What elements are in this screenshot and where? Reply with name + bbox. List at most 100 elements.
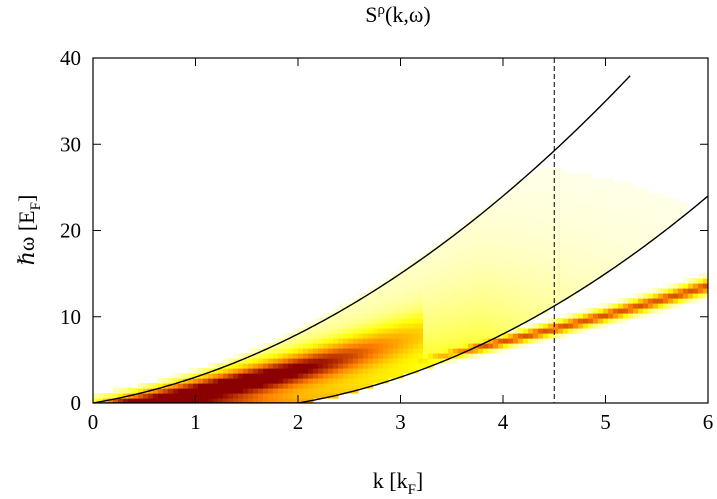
heatmap-cell bbox=[223, 388, 229, 394]
heatmap-cell bbox=[478, 293, 484, 299]
heatmap-cell bbox=[663, 283, 669, 289]
heatmap-cell bbox=[538, 168, 544, 174]
heatmap-cell bbox=[583, 248, 589, 254]
heatmap-cell bbox=[368, 358, 374, 364]
heatmap-cell bbox=[613, 303, 619, 309]
heatmap-cell bbox=[408, 348, 414, 354]
heatmap-cell bbox=[483, 333, 489, 339]
heatmap-cell bbox=[373, 343, 379, 349]
heatmap-cell bbox=[398, 313, 404, 319]
heatmap-cell bbox=[508, 283, 514, 289]
heatmap-cell bbox=[408, 313, 414, 319]
heatmap-cell bbox=[318, 393, 324, 399]
heatmap-cell bbox=[403, 348, 409, 354]
heatmap-cell bbox=[248, 383, 254, 389]
heatmap-cell bbox=[383, 283, 389, 289]
heatmap-cell bbox=[568, 263, 574, 269]
heatmap-cell bbox=[598, 263, 604, 269]
heatmap-cell bbox=[298, 353, 304, 359]
heatmap-cell bbox=[458, 343, 464, 349]
heatmap-cell bbox=[563, 333, 569, 339]
heatmap-cell bbox=[288, 338, 294, 344]
heatmap-cell bbox=[548, 298, 554, 304]
heatmap-cell bbox=[323, 393, 329, 399]
heatmap-cell bbox=[583, 218, 589, 224]
heatmap-cell bbox=[303, 368, 309, 374]
heatmap-cell bbox=[673, 203, 679, 209]
heatmap-cell bbox=[408, 363, 414, 369]
heatmap-cell bbox=[598, 318, 604, 324]
heatmap-cell bbox=[528, 323, 534, 329]
heatmap-cell bbox=[593, 313, 599, 319]
heatmap-cell bbox=[533, 178, 539, 184]
heatmap-cell bbox=[453, 243, 459, 249]
heatmap-cell bbox=[213, 363, 219, 369]
heatmap-cell bbox=[593, 208, 599, 214]
heatmap-cell bbox=[608, 208, 614, 214]
heatmap-cell bbox=[513, 273, 519, 279]
heatmap-cell bbox=[538, 328, 544, 334]
heatmap-cell bbox=[668, 218, 674, 224]
heatmap-cell bbox=[508, 333, 514, 339]
heatmap-cell bbox=[558, 283, 564, 289]
heatmap-cell bbox=[473, 218, 479, 224]
heatmap-cell bbox=[558, 198, 564, 204]
heatmap-cell bbox=[543, 318, 549, 324]
heatmap-cell bbox=[548, 173, 554, 179]
heatmap-cell bbox=[293, 388, 299, 394]
heatmap-cell bbox=[353, 358, 359, 364]
heatmap-cell bbox=[228, 373, 234, 379]
heatmap-cell bbox=[268, 388, 274, 394]
heatmap-cell bbox=[563, 178, 569, 184]
heatmap-cell bbox=[613, 238, 619, 244]
heatmap-cell bbox=[308, 328, 314, 334]
heatmap-cell bbox=[523, 248, 529, 254]
heatmap-cell bbox=[293, 328, 299, 334]
heatmap-cell bbox=[518, 338, 524, 344]
heatmap-cell bbox=[523, 343, 529, 349]
heatmap-cell bbox=[373, 363, 379, 369]
heatmap-cell bbox=[563, 318, 569, 324]
heatmap-cell bbox=[273, 363, 279, 369]
heatmap bbox=[93, 168, 708, 403]
heatmap-cell bbox=[533, 218, 539, 224]
heatmap-cell bbox=[518, 293, 524, 299]
heatmap-cell bbox=[423, 318, 429, 324]
heatmap-cell bbox=[288, 348, 294, 354]
heatmap-cell bbox=[623, 208, 629, 214]
heatmap-cell bbox=[518, 203, 524, 209]
heatmap-cell bbox=[533, 223, 539, 229]
heatmap-cell bbox=[303, 333, 309, 339]
heatmap-cell bbox=[623, 183, 629, 189]
heatmap-cell bbox=[678, 283, 684, 289]
heatmap-cell bbox=[583, 278, 589, 284]
heatmap-cell bbox=[548, 268, 554, 274]
heatmap-cell bbox=[493, 213, 499, 219]
heatmap-cell bbox=[628, 203, 634, 209]
heatmap-cell bbox=[183, 383, 189, 389]
heatmap-cell bbox=[478, 268, 484, 274]
heatmap-cell bbox=[518, 328, 524, 334]
heatmap-cell bbox=[238, 388, 244, 394]
heatmap-cell bbox=[303, 323, 309, 329]
heatmap-cell bbox=[283, 398, 289, 403]
heatmap-cell bbox=[648, 303, 654, 309]
heatmap-cell bbox=[548, 193, 554, 199]
heatmap-cell bbox=[583, 228, 589, 234]
heatmap-cell bbox=[538, 263, 544, 269]
heatmap-cell bbox=[693, 283, 699, 289]
heatmap-cell bbox=[558, 193, 564, 199]
heatmap-cell bbox=[353, 318, 359, 324]
heatmap-cell bbox=[328, 378, 334, 384]
heatmap-cell bbox=[508, 278, 514, 284]
heatmap-cell bbox=[603, 303, 609, 309]
heatmap-cell bbox=[553, 333, 559, 339]
heatmap-cell bbox=[398, 308, 404, 314]
heatmap-cell bbox=[543, 198, 549, 204]
y-tick-label: 10 bbox=[60, 305, 81, 329]
heatmap-cell bbox=[448, 283, 454, 289]
heatmap-cell bbox=[418, 298, 424, 304]
heatmap-cell bbox=[453, 333, 459, 339]
heatmap-cell bbox=[598, 258, 604, 264]
heatmap-cell bbox=[233, 388, 239, 394]
